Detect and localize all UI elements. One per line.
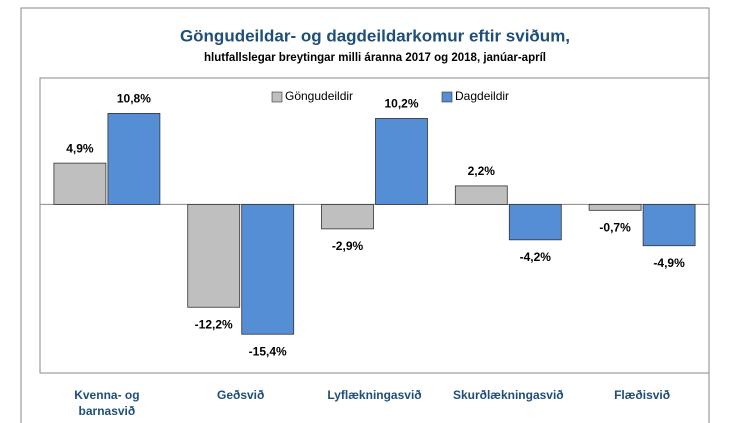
legend-swatch <box>441 91 453 103</box>
value-label: -15,4% <box>249 344 287 358</box>
bar <box>53 162 107 205</box>
x-tick-label: Geðsvið <box>217 388 265 402</box>
bar <box>187 204 241 308</box>
x-tick-label: Lyflækningasvið <box>327 388 422 402</box>
x-tick-label: Skurðlækningasvið <box>452 388 564 402</box>
value-label: 4,9% <box>66 141 94 155</box>
bar <box>107 113 161 205</box>
legend-label: Göngudeildir <box>285 89 353 103</box>
bar <box>642 204 696 247</box>
bar <box>321 204 374 230</box>
plot-frame <box>39 77 710 374</box>
bar <box>508 204 562 241</box>
bar <box>375 118 428 205</box>
x-tick-label: Kvenna- og barnasvið <box>74 388 140 418</box>
bar <box>454 185 508 205</box>
chart-title: Göngudeildar- og dagdeildarkomur eftir s… <box>180 26 570 45</box>
legend-label: Dagdeildir <box>455 89 509 103</box>
x-tick-label: Flæðisvið <box>614 388 671 402</box>
value-label: -4,2% <box>520 250 552 264</box>
value-label: 10,8% <box>117 92 151 106</box>
bar <box>588 204 642 211</box>
chart-subtitle: hlutfallslegar breytingar milli áranna 2… <box>204 52 546 64</box>
value-label: -12,2% <box>195 317 233 331</box>
value-label: 2,2% <box>468 164 496 178</box>
value-label: -0,7% <box>599 221 631 235</box>
bar <box>241 204 295 335</box>
value-label: -4,9% <box>653 256 685 270</box>
value-label: 10,2% <box>384 97 418 111</box>
value-label: -2,9% <box>332 239 364 253</box>
legend-swatch <box>271 91 283 103</box>
